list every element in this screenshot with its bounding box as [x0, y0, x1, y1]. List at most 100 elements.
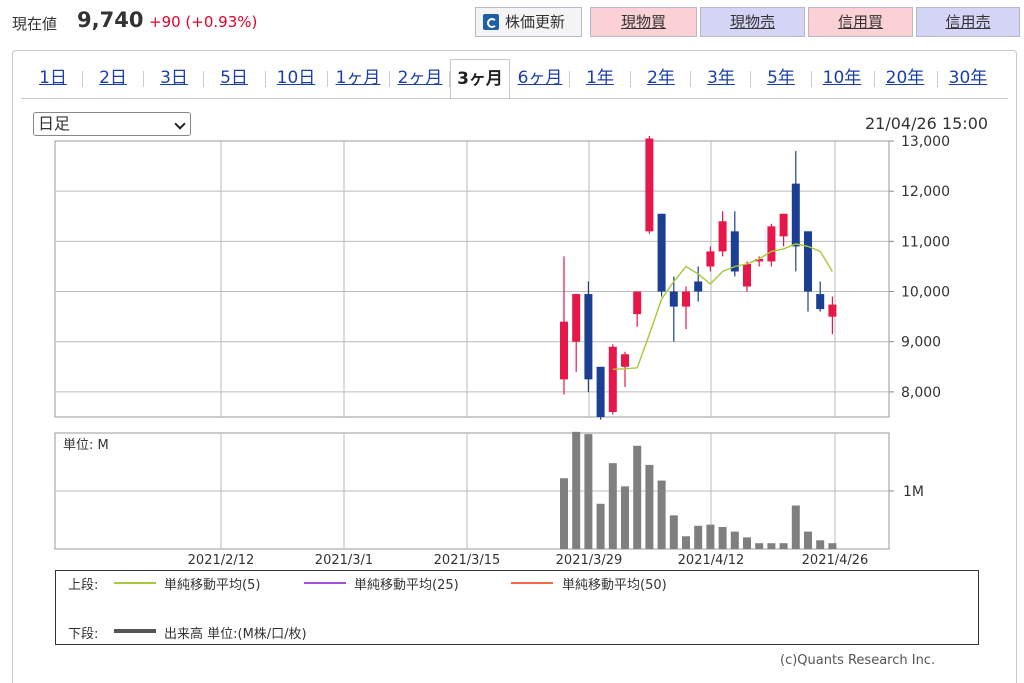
legend-item-ma50: 単純移動平均(50): [562, 578, 667, 593]
candle-body: [584, 294, 593, 380]
tab-separator: [143, 71, 144, 87]
legend-upper-label: 上段:: [68, 578, 99, 593]
tab-6[interactable]: 2ヶ月: [397, 68, 443, 88]
candle-body: [730, 231, 739, 272]
candle-body: [743, 263, 751, 287]
ma5-line: [612, 243, 833, 370]
y-tick-label: 9,000: [901, 335, 941, 351]
tab-separator: [203, 71, 204, 87]
refresh-label: 株価更新: [505, 13, 566, 31]
candle-body: [706, 251, 715, 267]
current-price: 9,740: [77, 8, 144, 32]
margin-sell-button[interactable]: 信用売: [916, 7, 1020, 37]
candle-body: [572, 294, 581, 342]
candle-body: [779, 213, 788, 237]
volume-bar: [816, 540, 825, 549]
tab-separator: [874, 71, 875, 87]
tab-14[interactable]: 20年: [885, 68, 925, 88]
tab-1[interactable]: 2日: [99, 68, 127, 88]
volume-bar: [645, 464, 654, 549]
candle-body: [816, 294, 825, 310]
volume-bar: [730, 531, 739, 549]
x-tick-label: 2021/3/15: [434, 553, 501, 568]
volume-bar: [657, 480, 666, 549]
tab-separator: [82, 71, 83, 87]
refresh-button[interactable]: 株価更新: [475, 7, 582, 37]
chart-legend: 上段: 単純移動平均(5) 単純移動平均(25) 単純移動平均(50) 下段: …: [55, 570, 979, 645]
candle-body: [755, 258, 764, 262]
volume-bar: [560, 478, 568, 549]
period-tabs: 1日 2日 3日 5日 10日 1ヶ月 2ヶ月 3ヶ月 6ヶ月 1年 2年 3年 5年 10年 20年 30年: [13, 59, 1016, 99]
candle-body: [669, 291, 678, 307]
x-tick-label: 2021/3/29: [556, 553, 623, 568]
volume-bar: [694, 525, 703, 549]
legend-item-ma25: 単純移動平均(25): [354, 578, 459, 593]
legend-swatch-ma50: [511, 582, 553, 584]
tab-separator: [569, 71, 570, 87]
interval-select-value: 日足: [38, 114, 71, 133]
candlestick-chart: 2021/2/12 2021/3/1 2021/3/15 2021/3/29 2021/…: [54, 134, 950, 568]
candle-body: [621, 354, 629, 367]
interval-select[interactable]: 日足: [33, 112, 191, 136]
volume-bar: [621, 486, 629, 549]
volume-bar: [706, 524, 715, 549]
x-tick-label: 2021/2/12: [188, 553, 255, 568]
legend-swatch-ma5: [114, 582, 156, 584]
tab-8[interactable]: 6ヶ月: [517, 68, 563, 88]
tab-10[interactable]: 2年: [647, 68, 675, 88]
data-timestamp: 21/04/26 15:00: [865, 114, 989, 133]
candle-body: [645, 138, 654, 232]
x-tick-label: 2021/3/1: [315, 553, 373, 568]
candle-body: [560, 321, 568, 380]
candle-body: [767, 226, 776, 262]
volume-bar: [584, 434, 593, 549]
legend-item-ma5: 単純移動平均(5): [164, 578, 261, 593]
volume-bar: [633, 445, 642, 549]
tab-separator: [630, 71, 631, 87]
tab-15[interactable]: 30年: [948, 68, 988, 88]
tab-separator: [265, 71, 266, 87]
y-tick-label: 11,000: [901, 234, 950, 250]
candle-body: [694, 281, 703, 292]
tab-2[interactable]: 3日: [160, 68, 188, 88]
volume-tick-label: 1M: [903, 484, 924, 500]
volume-bar: [791, 505, 800, 549]
volume-bar: [608, 463, 617, 549]
tab-13[interactable]: 10年: [822, 68, 862, 88]
tab-5[interactable]: 1ヶ月: [335, 68, 381, 88]
refresh-icon: [483, 14, 499, 30]
spot-buy-button[interactable]: 現物買: [590, 7, 697, 37]
tab-separator: [750, 71, 751, 87]
y-tick-label: 8,000: [901, 385, 941, 401]
volume-bar: [596, 503, 605, 549]
y-tick-label: 10,000: [901, 285, 950, 301]
volume-bar: [718, 526, 727, 549]
legend-item-volume: 出来高 単位:(M株/口/枚): [164, 627, 307, 642]
volume-bar: [669, 515, 678, 549]
candle-body: [682, 291, 690, 307]
legend-lower-label: 下段:: [68, 627, 99, 642]
tab-9[interactable]: 1年: [586, 68, 614, 88]
candle-body: [596, 366, 605, 417]
volume-bar: [779, 543, 788, 549]
volume-bar: [572, 431, 581, 549]
margin-buy-button[interactable]: 信用買: [808, 7, 913, 37]
price-plot-area: [54, 140, 890, 418]
candle-body: [633, 291, 642, 315]
y-tick-label: 12,000: [901, 184, 950, 200]
tab-divider: [21, 98, 1008, 99]
tab-0[interactable]: 1日: [39, 68, 67, 88]
legend-swatch-volume: [114, 629, 156, 633]
candle-body: [804, 231, 812, 292]
x-tick-label: 2021/4/26: [802, 553, 869, 568]
tab-12[interactable]: 5年: [767, 68, 795, 88]
tab-11[interactable]: 3年: [707, 68, 735, 88]
tab-3[interactable]: 5日: [220, 68, 248, 88]
candle-body: [791, 183, 800, 247]
quote-header: 現在値 9,740 +90 (+0.93%) 株価更新 現物買 現物売 信用買 …: [0, 0, 1024, 46]
tab-4[interactable]: 10日: [276, 68, 316, 88]
spot-sell-button[interactable]: 現物売: [700, 7, 805, 37]
volume-bar: [804, 531, 812, 549]
volume-bar: [755, 543, 764, 549]
volume-bar: [828, 543, 837, 549]
